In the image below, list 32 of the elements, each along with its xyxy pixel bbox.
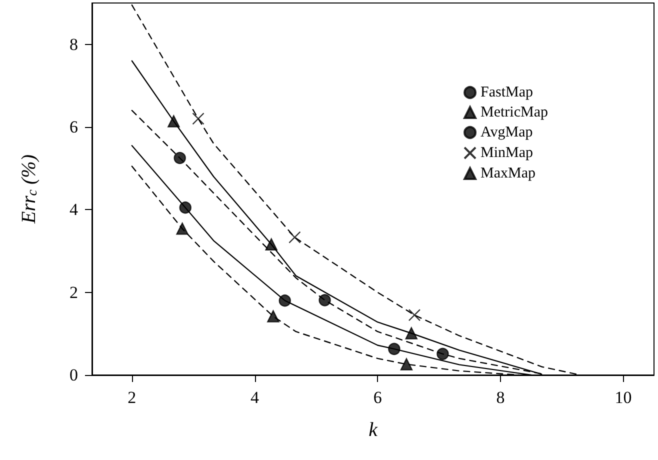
x-tick-label: 2 — [128, 388, 136, 407]
legend-label: MetricMap — [480, 104, 548, 120]
y-tick-label: 8 — [70, 34, 78, 54]
point — [318, 294, 331, 306]
x-axis-title: k — [368, 419, 379, 441]
point — [174, 152, 186, 164]
legend-label: MinMap — [480, 145, 534, 161]
x-tick-label: 6 — [373, 388, 382, 407]
x-tick-label: 4 — [250, 388, 260, 407]
legend-label: MaxMap — [480, 166, 536, 182]
point — [265, 238, 278, 250]
point — [179, 202, 192, 214]
point — [192, 112, 204, 125]
point — [278, 294, 291, 307]
y-tick-label: 0 — [70, 366, 78, 384]
y-tick-label: 6 — [70, 118, 78, 136]
point — [408, 308, 421, 322]
point — [388, 342, 400, 356]
y-tick-label: 4 — [70, 200, 78, 220]
point — [405, 327, 418, 340]
y-tick-label: 2 — [70, 282, 78, 302]
point — [400, 358, 413, 370]
legend-label: AvgMap — [480, 124, 533, 140]
point — [168, 115, 180, 128]
point — [436, 348, 449, 360]
point — [267, 310, 280, 322]
y-axis-title: Errc (%) — [18, 154, 40, 224]
legend-label: FastMap — [480, 84, 534, 100]
point — [176, 222, 188, 235]
x-tick-label: 8 — [496, 388, 505, 407]
x-tick-label: 10 — [614, 388, 632, 407]
point — [288, 231, 301, 244]
